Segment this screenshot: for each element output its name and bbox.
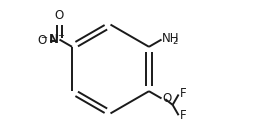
Text: O: O	[37, 34, 46, 47]
Text: 2: 2	[172, 37, 178, 46]
Text: −: −	[40, 33, 47, 42]
Text: F: F	[179, 109, 186, 122]
Text: +: +	[57, 31, 64, 40]
Text: O: O	[55, 9, 64, 22]
Text: F: F	[179, 87, 186, 100]
Text: NH: NH	[162, 32, 180, 45]
Text: O: O	[162, 92, 172, 105]
Text: N: N	[49, 33, 59, 46]
